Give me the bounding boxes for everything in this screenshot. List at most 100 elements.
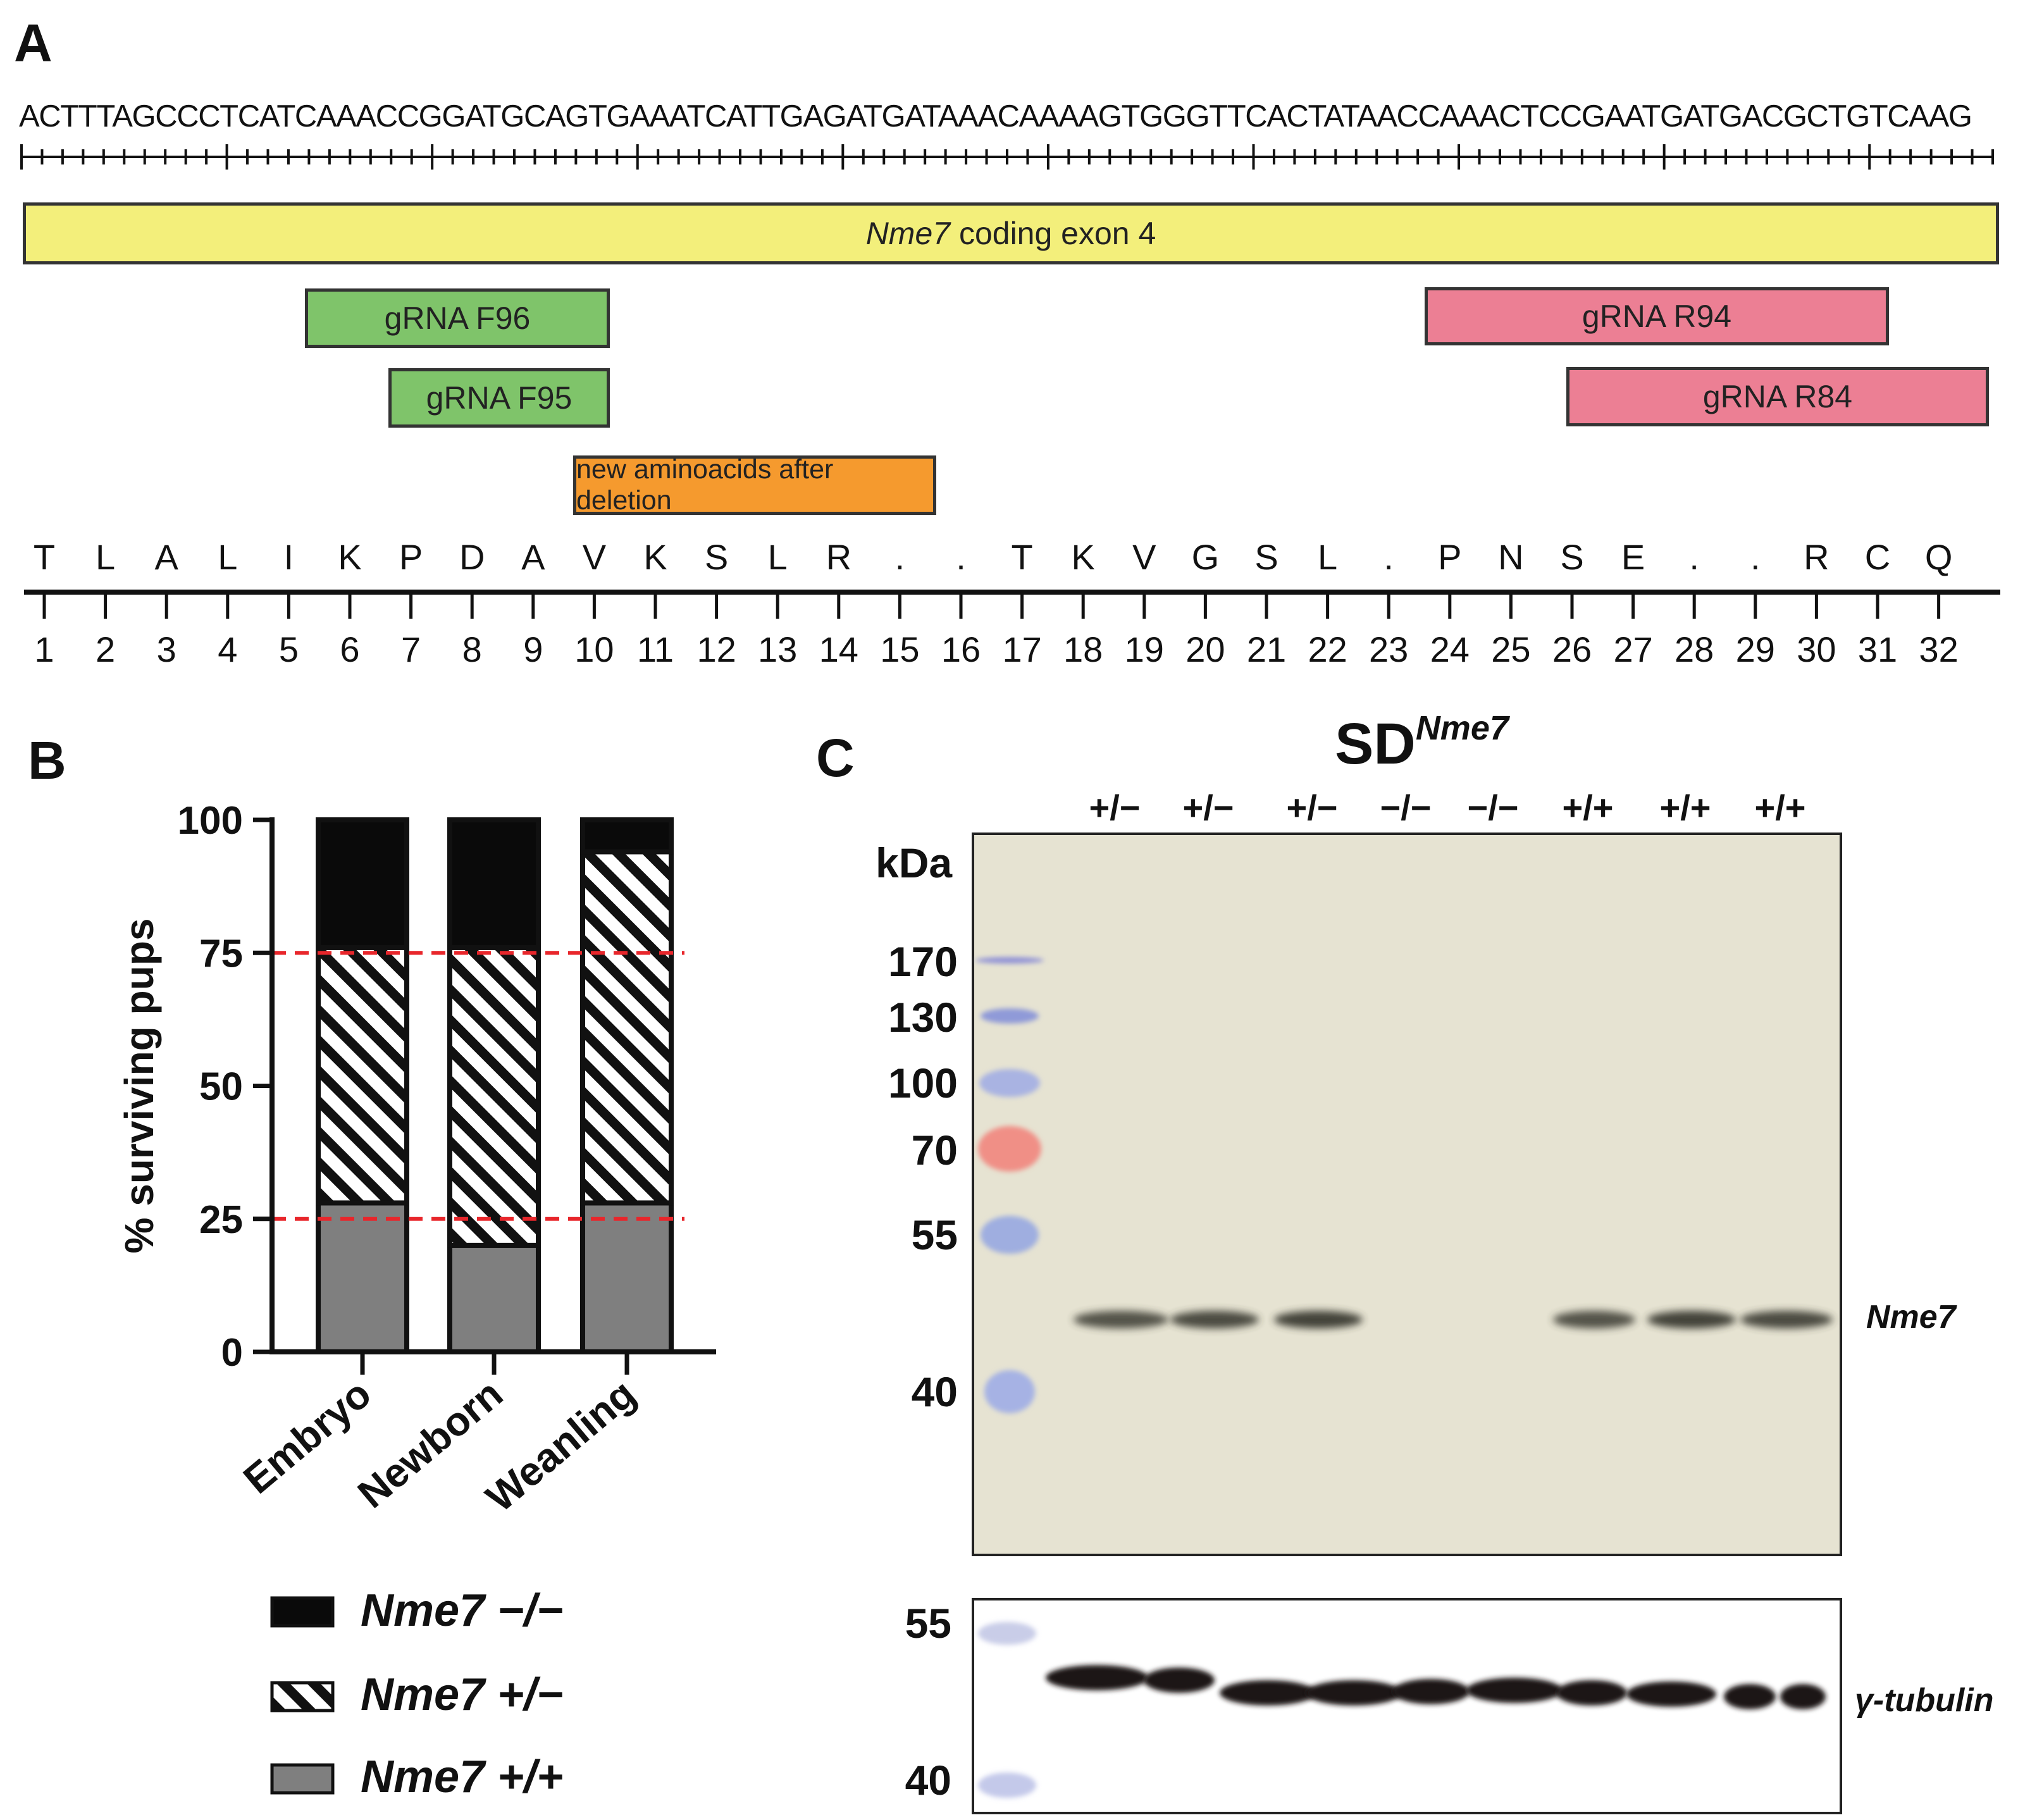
bar-segment <box>447 944 541 1248</box>
amino-acid: P <box>399 537 423 577</box>
gamma-tubulin-label: γ-tubulin <box>1855 1682 1994 1719</box>
position-number: 16 <box>941 629 981 669</box>
position-number: 31 <box>1857 629 1898 669</box>
tubulin-band <box>1466 1678 1563 1703</box>
blot-title: SDNme7 <box>1335 709 1509 777</box>
position-number: 7 <box>401 629 421 669</box>
position-number: 3 <box>156 629 176 669</box>
amino-acid: G <box>1191 537 1220 577</box>
position-number: 30 <box>1797 629 1836 669</box>
y-tick-label: 50 <box>199 1065 243 1109</box>
position-number: 27 <box>1613 629 1653 669</box>
grna-r84-box: gRNA R84 <box>1566 367 1989 426</box>
amino-acid: . <box>1384 537 1394 577</box>
position-number: 4 <box>218 629 238 669</box>
amino-acid: L <box>96 537 116 577</box>
panel-b-label: B <box>28 731 66 790</box>
position-number: 14 <box>819 629 858 669</box>
blot-title-main: SD <box>1335 712 1416 776</box>
legend-swatches <box>270 1596 335 1795</box>
amino-acid: . <box>1750 537 1761 577</box>
marker-label: 100 <box>888 1060 958 1106</box>
position-number: 22 <box>1308 629 1347 669</box>
tubulin-band <box>1220 1680 1316 1705</box>
amino-acid: V <box>1132 537 1156 577</box>
marker-label: 70 <box>911 1127 958 1173</box>
y-tick-label: 25 <box>199 1198 243 1242</box>
tubulin-band <box>1144 1668 1215 1693</box>
position-number: 15 <box>880 629 920 669</box>
legend-entry-wildtype: Nme7 +/+ <box>361 1751 563 1803</box>
position-number: 5 <box>278 629 299 669</box>
bar-segment <box>447 817 541 950</box>
tubulin-band <box>1626 1681 1716 1707</box>
new-aminoacids-box: new aminoacids after deletion <box>573 454 936 516</box>
amino-acid: T <box>1011 537 1033 577</box>
amino-acid: . <box>1689 537 1699 577</box>
position-number: 2 <box>96 629 116 669</box>
nme7-band <box>1170 1311 1259 1328</box>
bar-segment <box>316 817 409 950</box>
amino-acid: L <box>1318 537 1338 577</box>
amino-acid: A <box>521 537 545 577</box>
legend-entry-heterozygous: Nme7 +/− <box>361 1669 563 1721</box>
legend-swatch-homozygous <box>270 1596 335 1628</box>
nme7-band-label: Nme7 <box>1866 1299 1956 1335</box>
y-axis-label: % surviving pups <box>116 919 162 1254</box>
amino-acid: L <box>767 537 788 577</box>
amino-acid: S <box>704 537 729 577</box>
amino-acid: R <box>1804 537 1829 577</box>
marker-label: 170 <box>888 938 958 985</box>
amino-acid: K <box>1071 537 1095 577</box>
position-number: 28 <box>1674 629 1714 669</box>
lane-label: −/− <box>1380 788 1432 827</box>
marker-label: 130 <box>888 994 958 1041</box>
legend-gene-3: Nme7 <box>361 1752 485 1802</box>
position-number: 21 <box>1246 629 1287 669</box>
legend-genotype-1: −/− <box>497 1585 564 1636</box>
grna-r94-box: gRNA R94 <box>1425 287 1889 345</box>
bar-segment <box>316 1200 409 1355</box>
exon-label: coding exon 4 <box>950 216 1156 251</box>
tubulin-band <box>1556 1680 1627 1705</box>
position-number: 17 <box>1002 629 1042 669</box>
legend-genotype-2: +/− <box>497 1669 564 1720</box>
lower-ladder-band-55 <box>978 1622 1036 1645</box>
nme7-band <box>1647 1311 1736 1328</box>
amino-acid: S <box>1254 537 1278 577</box>
position-number: 9 <box>523 629 543 669</box>
panel-a-label: A <box>14 13 53 73</box>
exon-box: Nme7 coding exon 4 <box>23 202 1999 264</box>
position-number: 20 <box>1185 629 1225 669</box>
position-number: 12 <box>696 629 736 669</box>
tubulin-band <box>1724 1684 1776 1709</box>
position-number: 11 <box>636 629 674 669</box>
amino-acid: C <box>1864 537 1891 577</box>
marker-label: 40 <box>911 1368 958 1415</box>
position-number: 13 <box>758 629 798 669</box>
amino-acid: L <box>218 537 238 577</box>
bar-segment <box>447 1242 541 1354</box>
ladder-band <box>984 1370 1035 1413</box>
tubulin-band <box>1306 1680 1402 1705</box>
position-number: 26 <box>1552 629 1592 669</box>
marker-label: 55 <box>911 1211 958 1258</box>
lane-label: +/− <box>1182 788 1234 827</box>
western-blot-upper <box>972 833 1842 1556</box>
amino-acid: P <box>1438 537 1462 577</box>
position-number: 29 <box>1735 629 1775 669</box>
dna-sequence: ACTTTAGCCCTCATCAAACCGGATGCAGTGAAATCATTGA… <box>19 99 1972 133</box>
lane-label: +/− <box>1286 788 1338 827</box>
ladder-band <box>975 957 1044 963</box>
tubulin-band <box>1392 1679 1470 1704</box>
position-number: 10 <box>574 629 614 669</box>
legend-gene-1: Nme7 <box>361 1585 485 1636</box>
amino-acid: Q <box>1924 537 1953 577</box>
ladder-band <box>981 1216 1039 1254</box>
grna-f95-box: gRNA F95 <box>388 368 610 428</box>
position-number: 18 <box>1063 629 1103 669</box>
amino-acid: E <box>1621 537 1645 577</box>
amino-acid: I <box>283 537 294 577</box>
position-number: 24 <box>1430 629 1470 669</box>
